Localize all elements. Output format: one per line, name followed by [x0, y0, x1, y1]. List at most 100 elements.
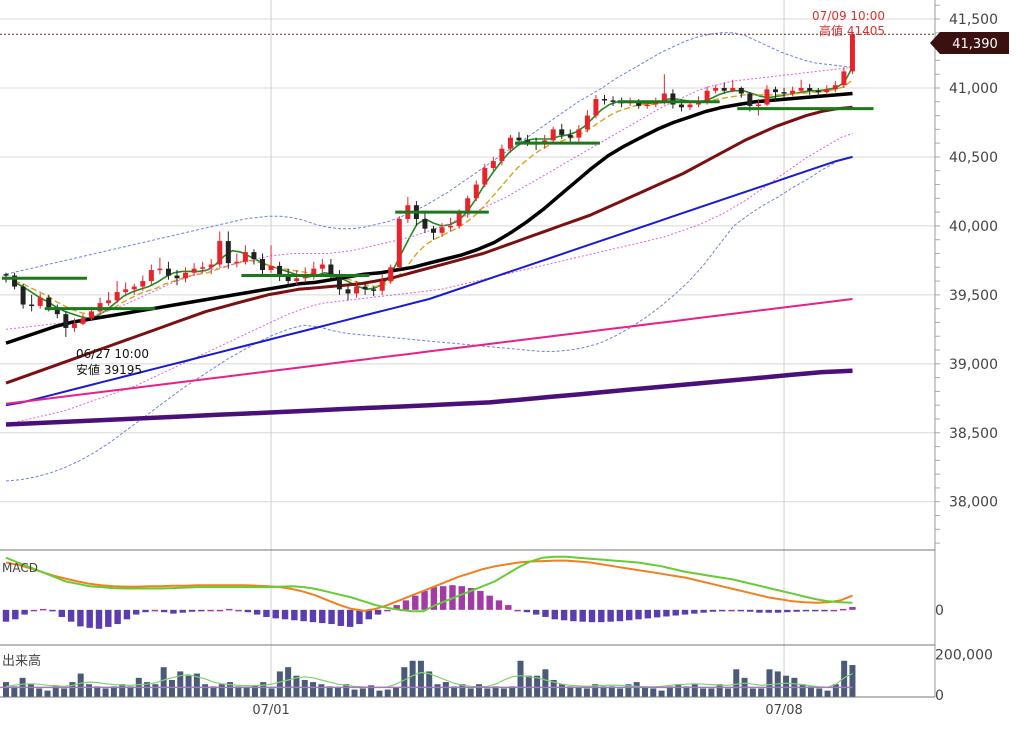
- candle-body: [336, 274, 342, 290]
- volume-bar: [534, 675, 541, 697]
- macd-histogram-bar: [216, 609, 224, 612]
- macd-histogram-bar: [309, 609, 317, 623]
- candle-body: [465, 198, 471, 213]
- candle-body: [602, 99, 607, 101]
- macd-histogram-bar: [365, 609, 372, 620]
- series-line: [5, 105, 853, 385]
- macd-histogram-bar: [207, 609, 214, 612]
- macd-histogram-bar: [551, 609, 559, 620]
- candle-body: [277, 265, 283, 275]
- volume-bar: [351, 689, 358, 697]
- candle-body: [140, 281, 146, 287]
- volume-bar: [77, 673, 84, 697]
- macd-histogram-bar: [532, 609, 540, 615]
- candle-body: [12, 275, 18, 287]
- volume-bar: [94, 686, 101, 697]
- macd-histogram-bar: [346, 609, 354, 627]
- macd-histogram-bar: [235, 609, 242, 612]
- macd-histogram-bar: [291, 609, 298, 621]
- macd-histogram-bar: [412, 595, 419, 610]
- candle-body: [379, 281, 385, 291]
- volume-bar: [310, 682, 317, 697]
- y-tick-label: 40,500: [949, 150, 998, 166]
- volume-bar: [617, 688, 624, 697]
- macd-histogram-bar: [467, 588, 475, 610]
- volume-bar: [401, 667, 408, 697]
- candle-body: [841, 71, 847, 86]
- volume-bar: [476, 684, 483, 697]
- series-line: [5, 91, 853, 345]
- candle-body: [294, 278, 300, 282]
- candle-body: [354, 286, 360, 294]
- volume-bar: [52, 685, 59, 697]
- series-line: [5, 368, 853, 427]
- candle-body: [20, 286, 26, 305]
- volume-y-tick: 0: [935, 688, 944, 704]
- volume-bar: [691, 684, 698, 697]
- macd-histogram-bar: [653, 609, 661, 618]
- volume-bar: [359, 688, 366, 697]
- macd-histogram-bar: [40, 608, 47, 611]
- volume-bar: [293, 675, 300, 697]
- volume-bar: [700, 688, 707, 697]
- candle-body: [482, 167, 488, 185]
- candle-body: [106, 300, 112, 304]
- y-tick-label: 38,000: [949, 495, 998, 511]
- macd-histogram-bar: [272, 609, 279, 619]
- macd-histogram-bar: [421, 590, 428, 610]
- candle-body: [644, 104, 650, 107]
- y-tick-label: 41,500: [949, 12, 998, 28]
- candle-body: [678, 104, 684, 108]
- volume-bar: [724, 688, 731, 697]
- candle-body: [217, 241, 223, 265]
- volume-bar: [841, 660, 848, 697]
- macd-histogram-bar: [402, 600, 410, 610]
- macd-histogram-bar: [263, 609, 270, 617]
- macd-histogram-bar: [774, 609, 782, 613]
- macd-signal-line: [5, 559, 853, 612]
- volume-bar: [567, 686, 574, 697]
- candle-body: [593, 99, 599, 116]
- volume-bar: [426, 671, 433, 697]
- volume-bar: [783, 675, 790, 697]
- series-line: [5, 156, 853, 482]
- volume-bar: [102, 688, 109, 697]
- candle-body: [584, 115, 590, 130]
- x-tick-label: 07/01: [252, 703, 289, 718]
- volume-bar: [210, 686, 217, 697]
- candle-body: [490, 161, 496, 168]
- volume-bar: [193, 673, 200, 697]
- candle-body: [191, 268, 197, 273]
- high-value-label: 高値 41405: [819, 23, 885, 38]
- macd-histogram-bar: [170, 609, 177, 614]
- macd-histogram-bar: [2, 609, 10, 622]
- y-tick-label: 39,000: [949, 357, 998, 373]
- volume-bar: [832, 684, 839, 697]
- macd-histogram-bar: [300, 609, 307, 622]
- candle-body: [550, 129, 556, 141]
- candle-body: [285, 274, 291, 282]
- volume-bar: [583, 688, 590, 697]
- candle-body: [200, 267, 206, 269]
- macd-histogram-bar: [58, 609, 66, 617]
- macd-histogram-bar: [542, 609, 549, 617]
- candle-body: [208, 264, 214, 268]
- macd-histogram-bar: [179, 609, 186, 613]
- macd-histogram-bar: [802, 609, 810, 612]
- macd-histogram-bar: [319, 609, 326, 624]
- volume-bar: [260, 682, 267, 697]
- gridlines: [0, 0, 935, 697]
- macd-histogram-bar: [244, 609, 252, 613]
- current-price-label: 41,390: [952, 37, 998, 52]
- macd-histogram-bar: [67, 609, 75, 622]
- macd-y-tick: 0: [935, 603, 944, 619]
- volume-bar: [301, 679, 308, 697]
- volume-bar: [110, 686, 117, 697]
- macd-histogram-bar: [598, 609, 605, 623]
- candle-body: [71, 323, 77, 328]
- candle-body: [516, 137, 522, 141]
- macd-histogram-bar: [505, 605, 512, 610]
- candle-body: [790, 90, 796, 94]
- candle-body: [174, 275, 180, 279]
